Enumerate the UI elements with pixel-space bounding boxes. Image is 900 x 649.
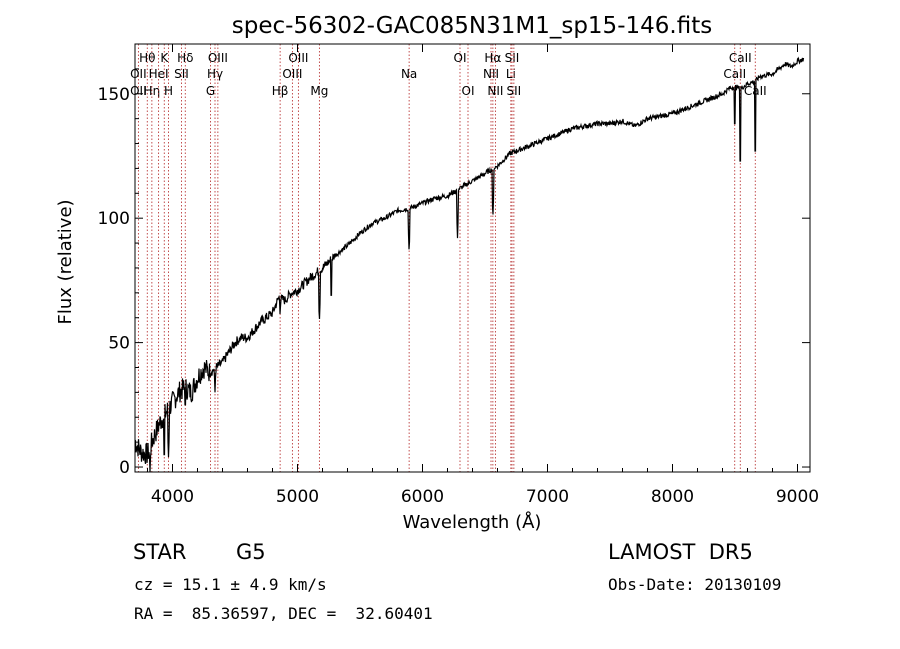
line-marker-label: NII bbox=[483, 67, 499, 81]
x-tick-label: 7000 bbox=[526, 487, 569, 507]
object-class: STAR bbox=[133, 540, 187, 564]
x-tick-label: 6000 bbox=[401, 487, 444, 507]
obs-date-text: Obs-Date: 20130109 bbox=[608, 575, 782, 594]
line-marker-label: OI bbox=[454, 51, 467, 65]
line-marker-label: Hδ bbox=[177, 51, 193, 65]
line-marker-label: Hθ bbox=[139, 51, 155, 65]
redshift-text: cz = 15.1 ± 4.9 km/s bbox=[134, 575, 327, 594]
line-marker-label: OIII bbox=[208, 51, 228, 65]
object-subclass: G5 bbox=[236, 540, 266, 564]
spectrum-line bbox=[134, 56, 805, 473]
line-marker-label: K bbox=[160, 51, 169, 65]
line-marker-label: HeI bbox=[149, 67, 169, 81]
line-marker-label: OII bbox=[130, 67, 147, 81]
y-tick-label: 0 bbox=[119, 458, 130, 478]
y-tick-label: 100 bbox=[98, 209, 130, 229]
line-marker-label: CaII bbox=[729, 51, 752, 65]
line-marker-label: CaII bbox=[723, 67, 746, 81]
line-marker-label: OIII bbox=[282, 67, 302, 81]
y-axis-label: Flux (relative) bbox=[55, 199, 76, 324]
y-tick-label: 50 bbox=[108, 334, 130, 354]
line-marker-label: Hβ bbox=[272, 84, 289, 98]
line-marker-label: OIII bbox=[288, 51, 308, 65]
line-marker-label: Hγ bbox=[207, 67, 223, 81]
line-marker-label: Hα bbox=[484, 51, 501, 65]
line-marker-label: OII bbox=[130, 84, 147, 98]
line-marker-layer: OIIOIIHθHηHeIKHSIIHδGHγOIIIHβOIIIOIIIMgN… bbox=[130, 44, 767, 472]
coordinates-text: RA = 85.36597, DEC = 32.60401 bbox=[134, 604, 433, 623]
x-tick-label: 8000 bbox=[651, 487, 694, 507]
x-axis-label: Wavelength (Å) bbox=[403, 511, 542, 533]
y-tick-label: 150 bbox=[98, 85, 130, 105]
x-tick-label: 9000 bbox=[776, 487, 819, 507]
x-tick-label: 4000 bbox=[151, 487, 194, 507]
line-marker-label: CaII bbox=[744, 84, 767, 98]
plot-frame bbox=[134, 43, 811, 473]
line-marker-label: Mg bbox=[310, 84, 328, 98]
line-marker-label: G bbox=[206, 84, 215, 98]
line-marker-label: SII bbox=[174, 67, 189, 81]
line-marker-label: Li bbox=[506, 67, 516, 81]
chart-title: spec-56302-GAC085N31M1_sp15-146.fits bbox=[232, 13, 712, 39]
line-marker-label: H bbox=[164, 84, 173, 98]
x-tick-label: 5000 bbox=[276, 487, 319, 507]
line-marker-label: OI bbox=[462, 84, 475, 98]
line-marker-label: Hη bbox=[144, 84, 161, 98]
line-marker-label: NII bbox=[487, 84, 503, 98]
survey-label: LAMOST DR5 bbox=[608, 540, 753, 564]
line-marker-label: SII bbox=[505, 51, 520, 65]
line-marker-label: Na bbox=[401, 67, 417, 81]
line-marker-label: SII bbox=[507, 84, 522, 98]
axis-layer: 4000 5000 6000 7000 8000 9000 0 50 100 150 bbox=[98, 44, 819, 507]
